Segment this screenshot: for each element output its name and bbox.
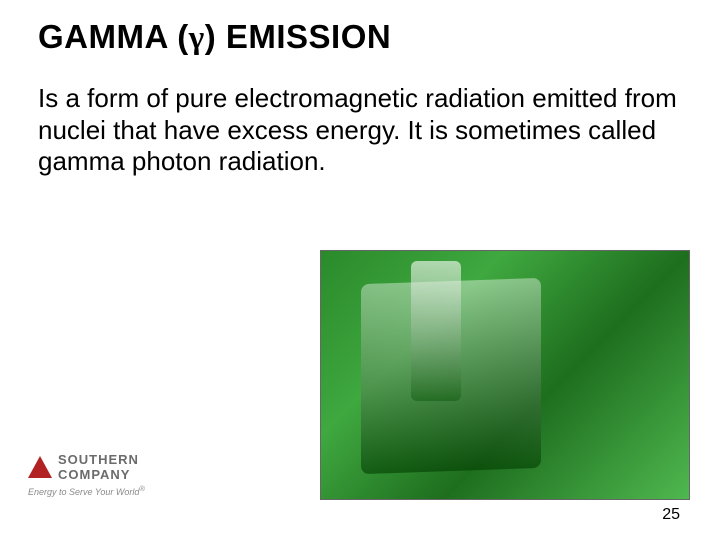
logo-tagline: Energy to Serve Your World® [28,484,173,497]
gamma-symbol: γ [189,20,205,56]
slide-title: GAMMA (γ) EMISSION [38,18,682,57]
company-logo: SOUTHERN COMPANY Energy to Serve Your Wo… [28,452,173,512]
title-part-1: GAMMA ( [38,18,189,55]
logo-company2: COMPANY [58,467,139,482]
trademark-icon: ® [139,484,145,493]
page-number: 25 [662,506,680,524]
title-part-2: ) EMISSION [205,18,392,55]
logo-company: SOUTHERN [58,452,139,467]
slide: GAMMA (γ) EMISSION Is a form of pure ele… [0,0,720,540]
microscope-image [320,250,690,500]
tagline-text: Energy to Serve Your World [28,487,139,497]
body-paragraph: Is a form of pure electromagnetic radiat… [38,83,678,178]
triangle-icon [28,456,52,478]
logo-text-wrap: SOUTHERN COMPANY [58,452,139,482]
logo-top-row: SOUTHERN COMPANY [28,452,173,482]
